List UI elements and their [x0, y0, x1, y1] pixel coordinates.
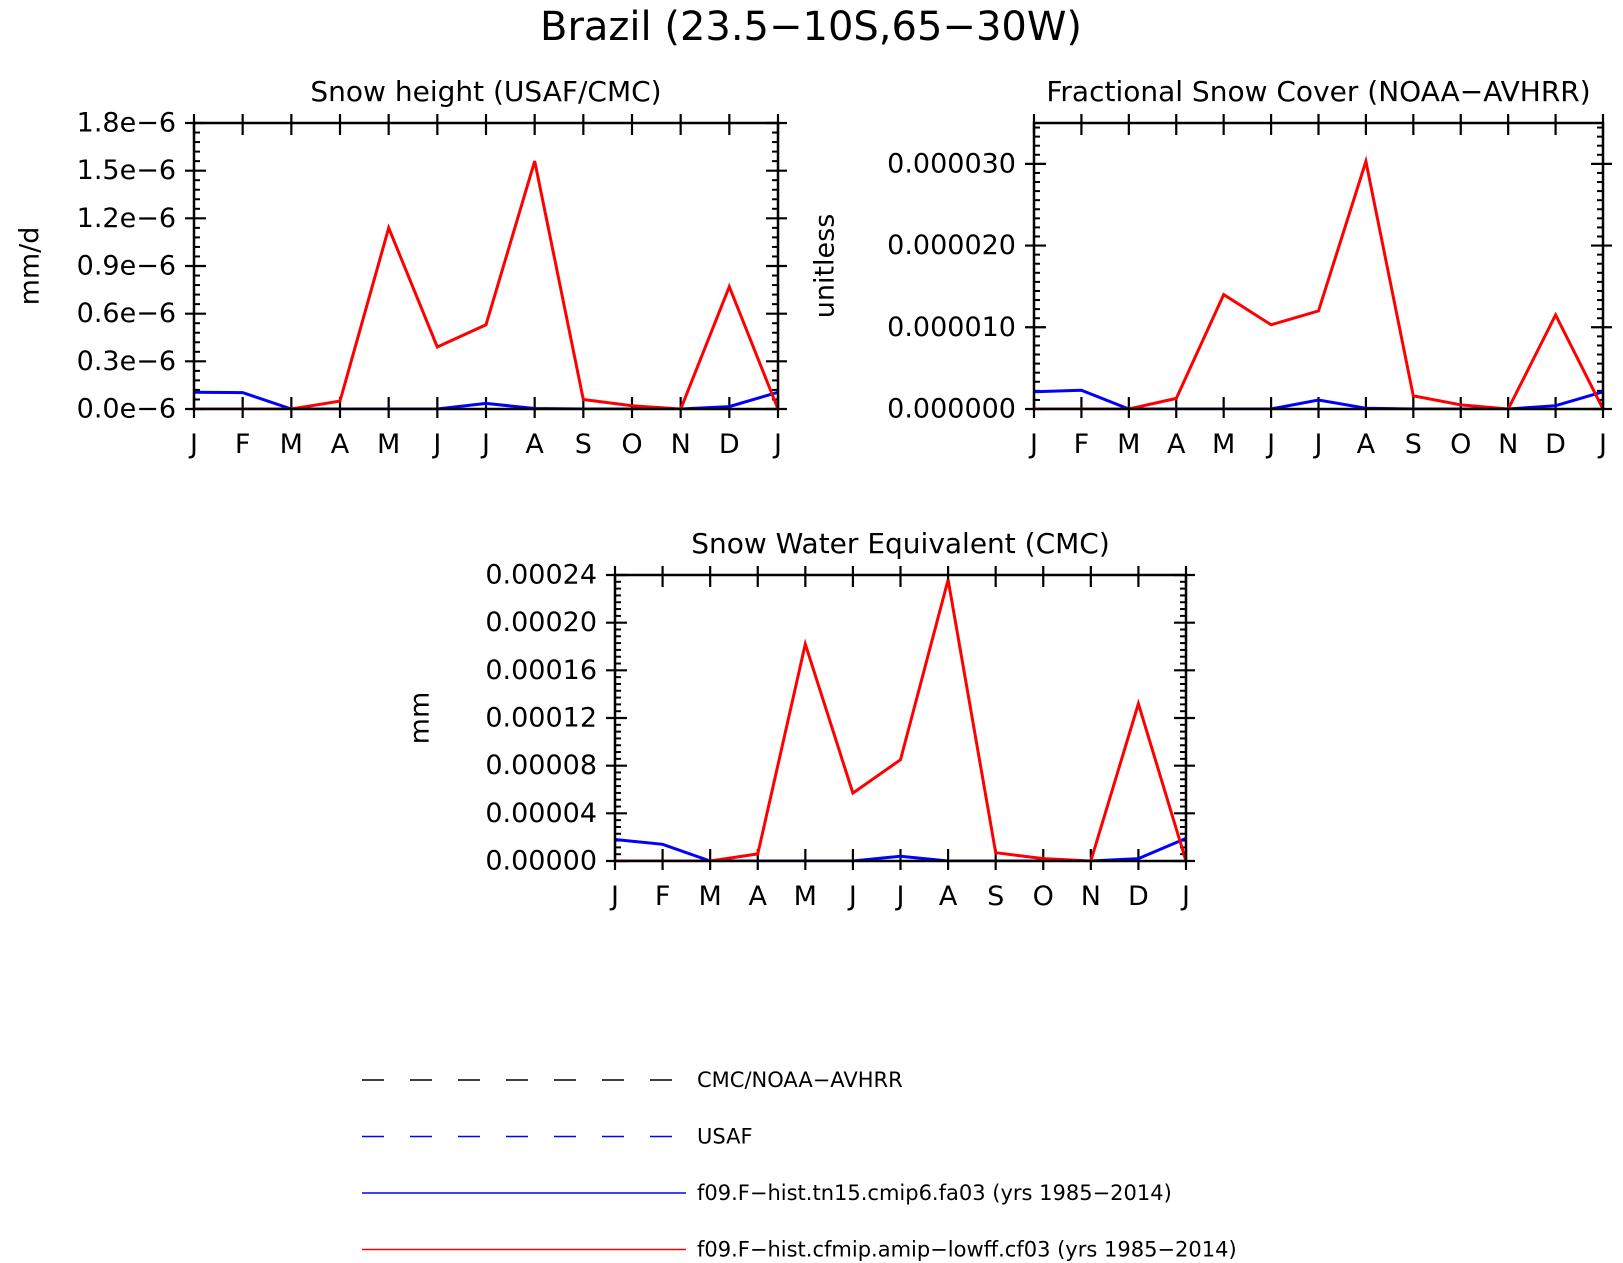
series-line-red: [615, 579, 1186, 861]
x-tick-label: M: [1212, 429, 1235, 460]
panel-title: Snow height (USAF/CMC): [310, 75, 661, 108]
x-tick-label: D: [1128, 881, 1149, 912]
y-tick-label: 0.00000: [485, 846, 597, 877]
y-tick-label: 0.3e−6: [77, 346, 176, 377]
y-tick-label: 0.00012: [485, 703, 597, 734]
plot-frame: [613, 573, 1188, 863]
x-tick-label: M: [1117, 429, 1140, 460]
y-axis-label: unitless: [810, 214, 841, 319]
y-tick-label: 1.2e−6: [77, 203, 176, 234]
x-tick-label: F: [235, 429, 251, 460]
y-tick-label: 0.00024: [485, 560, 597, 591]
x-tick-label: J: [1597, 429, 1607, 460]
x-tick-label: D: [719, 429, 740, 460]
panel-title: Snow Water Equivalent (CMC): [691, 527, 1110, 560]
x-tick-label: J: [609, 881, 619, 912]
y-tick-label: 0.000010: [887, 312, 1016, 343]
chart-panel-1: Snow height (USAF/CMC) mm/d 0.0e−6 0.3e−6 0.…: [15, 75, 787, 460]
series-line-blue: [1034, 388, 1603, 409]
x-tick-label: S: [987, 881, 1004, 912]
x-tick-label: S: [575, 429, 592, 460]
x-tick-label: N: [1498, 429, 1518, 460]
y-tick-label: 0.0e−6: [77, 394, 176, 425]
chart-panel-3: Snow Water Equivalent (CMC) mm 0.00000 0.00…: [405, 527, 1195, 912]
x-tick-label: M: [699, 881, 722, 912]
legend: CMC/NOAA−AVHRR USAF f09.F−hist.tn15.cmip6.…: [362, 1068, 1237, 1262]
y-axis-label: mm: [405, 692, 436, 745]
x-tick-label: A: [939, 881, 958, 912]
x-tick-label: N: [1081, 881, 1101, 912]
x-tick-label: O: [1450, 429, 1471, 460]
y-axis-label: mm/d: [15, 227, 46, 306]
legend-entry: USAF: [362, 1125, 753, 1149]
x-tick-label: A: [1357, 429, 1376, 460]
series-line-blue: [615, 837, 1186, 861]
x-tick-label: J: [895, 881, 905, 912]
x-tick-label: M: [280, 429, 303, 460]
figure-title: Brazil (23.5−10S,65−30W): [540, 4, 1082, 50]
legend-label: f09.F−hist.tn15.cmip6.fa03 (yrs 1985−201…: [697, 1181, 1172, 1205]
x-tick-label: J: [1313, 429, 1323, 460]
y-tick-label: 1.8e−6: [77, 108, 176, 139]
legend-label: CMC/NOAA−AVHRR: [697, 1068, 903, 1092]
series-line-red: [1034, 155, 1603, 409]
series-line-red: [194, 160, 778, 409]
x-tick-label: A: [1167, 429, 1186, 460]
panel-title: Fractional Snow Cover (NOAA−AVHRR): [1046, 75, 1590, 108]
y-tick-label: 0.00020: [485, 607, 597, 638]
x-tick-label: J: [772, 429, 782, 460]
x-tick-label: J: [480, 429, 490, 460]
x-tick-label: J: [1265, 429, 1275, 460]
x-tick-label: J: [1028, 429, 1038, 460]
chart-panel-2: Fractional Snow Cover (NOAA−AVHRR) unitle…: [810, 75, 1612, 460]
x-tick-label: D: [1545, 429, 1566, 460]
x-tick-label: J: [188, 429, 198, 460]
x-tick-label: J: [431, 429, 441, 460]
y-tick-label: 0.000000: [887, 394, 1016, 425]
y-tick-label: 0.000030: [887, 148, 1016, 179]
series-line-blue: [194, 390, 778, 409]
legend-entry: f09.F−hist.cfmip.amip−lowff.cf03 (yrs 19…: [362, 1238, 1237, 1262]
x-tick-label: O: [621, 429, 642, 460]
legend-entry: CMC/NOAA−AVHRR: [362, 1068, 903, 1092]
y-tick-label: 1.5e−6: [77, 155, 176, 186]
x-tick-label: A: [331, 429, 350, 460]
x-tick-label: A: [525, 429, 544, 460]
y-tick-label: 0.00016: [485, 655, 597, 686]
x-tick-label: M: [377, 429, 400, 460]
legend-entry: f09.F−hist.tn15.cmip6.fa03 (yrs 1985−201…: [362, 1181, 1172, 1205]
plot-frame: [192, 121, 780, 411]
y-tick-label: 0.9e−6: [77, 251, 176, 282]
x-tick-label: M: [794, 881, 817, 912]
series-group: [1034, 155, 1603, 409]
x-tick-label: F: [655, 881, 671, 912]
series-group: [194, 160, 778, 409]
x-tick-label: A: [749, 881, 768, 912]
x-tick-label: F: [1074, 429, 1090, 460]
y-tick-label: 0.000020: [887, 230, 1016, 261]
x-tick-label: N: [671, 429, 691, 460]
series-group: [615, 579, 1186, 861]
legend-label: f09.F−hist.cfmip.amip−lowff.cf03 (yrs 19…: [697, 1238, 1237, 1262]
x-tick-label: O: [1033, 881, 1054, 912]
x-tick-label: S: [1405, 429, 1422, 460]
x-tick-label: J: [1180, 881, 1190, 912]
y-tick-label: 0.00008: [485, 750, 597, 781]
y-tick-label: 0.00004: [485, 798, 597, 829]
legend-label: USAF: [697, 1125, 753, 1149]
y-tick-label: 0.6e−6: [77, 298, 176, 329]
x-tick-label: J: [847, 881, 857, 912]
plot-frame: [1032, 121, 1605, 411]
